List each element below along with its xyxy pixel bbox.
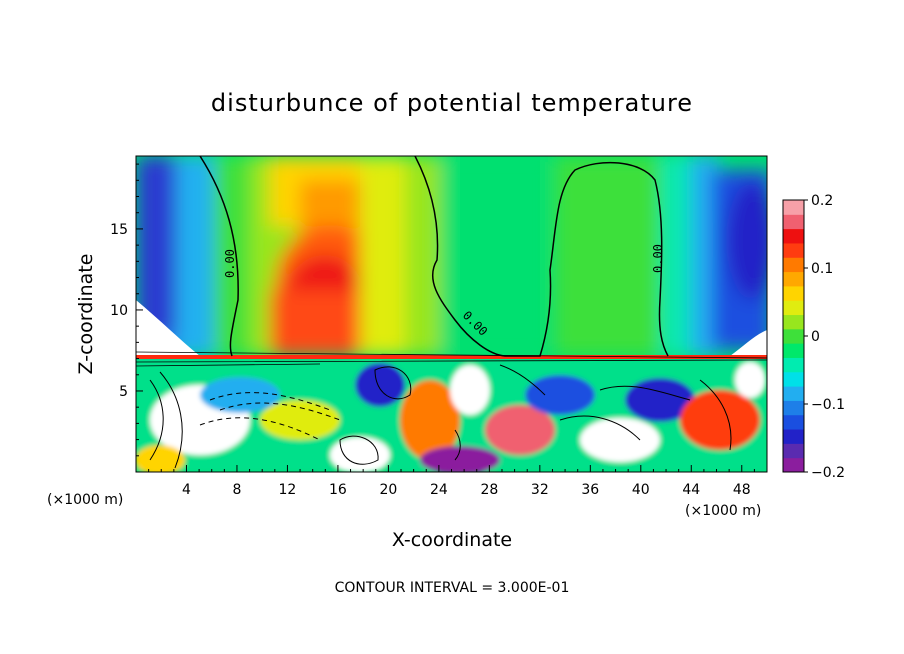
colorbar-swatch — [783, 328, 804, 344]
y-tick-label: 5 — [119, 384, 128, 400]
x-tick-label: 44 — [682, 482, 700, 498]
colorbar-swatch — [783, 314, 804, 330]
x-tick-label: 24 — [430, 482, 448, 498]
contour-label-1: 0.00 — [223, 249, 237, 278]
chart-title: disturbunce of potential temperature — [211, 89, 693, 117]
y-axis-label: Z-coordinate — [75, 254, 97, 375]
x-tick-label: 48 — [733, 482, 751, 498]
x-tick-label: 32 — [531, 482, 549, 498]
colorbar-tick-label: 0 — [811, 329, 820, 345]
x-tick-label: 40 — [632, 482, 650, 498]
colorbar-swatch — [783, 257, 804, 273]
x-tick-label: 28 — [480, 482, 498, 498]
colorbar-swatch — [783, 200, 804, 215]
x-tick-label: 8 — [232, 482, 241, 498]
plot-area — [136, 156, 767, 472]
colorbar-tick-label: 0.1 — [811, 261, 833, 277]
colorbar-swatch — [783, 271, 804, 287]
colorbar-swatch — [783, 386, 804, 401]
y-axis: 5 10 15 — [110, 163, 143, 457]
colorbar-swatch — [783, 357, 804, 373]
colorbar-swatch — [783, 429, 804, 444]
interface-band — [136, 355, 767, 359]
x-axis: 4 8 12 16 20 24 28 32 36 40 44 48 — [148, 465, 755, 498]
colorbar-tick-label: −0.1 — [811, 397, 845, 413]
colorbar-swatch — [783, 343, 804, 358]
colorbar-swatch — [783, 242, 804, 258]
colorbar-swatch — [783, 371, 804, 387]
x-unit-label-right: (×1000 m) — [685, 503, 761, 519]
contour-interval-note: CONTOUR INTERVAL = 3.000E-01 — [335, 580, 570, 596]
colorbar-swatch — [783, 300, 804, 316]
x-tick-label: 36 — [581, 482, 599, 498]
y-tick-label: 10 — [110, 303, 128, 319]
y-tick-label: 15 — [110, 222, 128, 238]
colorbar-swatch — [783, 457, 804, 473]
lower-turbulent-field — [136, 358, 767, 472]
colorbar — [782, 199, 805, 473]
colorbar-ticks: 0.2 0.1 0 −0.1 −0.2 — [804, 193, 845, 481]
colorbar-tick-label: −0.2 — [811, 465, 845, 481]
x-tick-label: 4 — [182, 482, 191, 498]
x-tick-label: 16 — [329, 482, 347, 498]
upper-field — [136, 156, 767, 356]
white-region-left — [136, 300, 200, 356]
white-region-right — [730, 330, 767, 356]
colorbar-swatch — [783, 443, 804, 459]
x-unit-label-left: (×1000 m) — [47, 492, 123, 508]
colorbar-swatch — [783, 214, 804, 230]
colorbar-tick-label: 0.2 — [811, 193, 833, 209]
contour-label-3: 0.00 — [651, 244, 665, 273]
colorbar-swatch — [783, 228, 804, 244]
zero-contours — [199, 156, 669, 357]
colorbar-swatch — [783, 400, 804, 416]
colorbar-swatch — [783, 285, 804, 301]
interface-contours — [136, 351, 767, 367]
x-axis-label: X-coordinate — [392, 529, 512, 551]
x-tick-label: 12 — [279, 482, 297, 498]
lower-contours — [149, 364, 732, 469]
x-tick-label: 20 — [379, 482, 397, 498]
colorbar-swatch — [783, 414, 804, 430]
